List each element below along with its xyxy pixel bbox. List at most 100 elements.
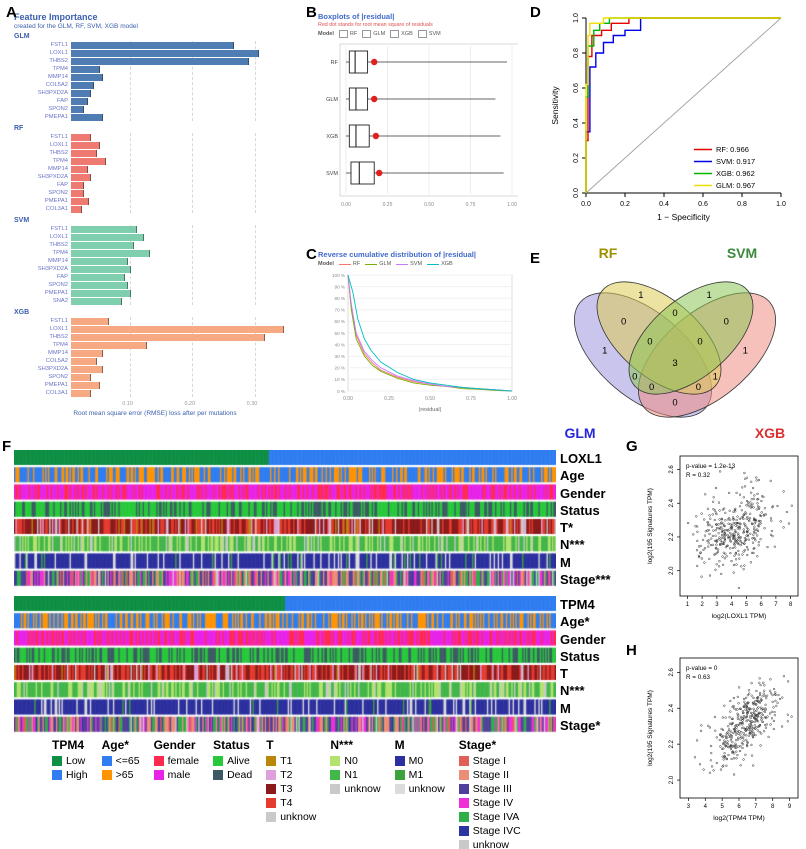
color-swatch — [266, 812, 277, 822]
svg-text:2.4: 2.4 — [669, 498, 675, 507]
legend-item: T3 — [266, 783, 316, 795]
x-tick-label: 0.30 — [246, 401, 258, 407]
line-swatch — [338, 263, 351, 265]
importance-bar — [71, 281, 128, 289]
panel-venn: 1 1 0 1 0 0 0 1 1 0 0 0 0 0 3 RF SVM GLM XGB — [546, 242, 804, 449]
svg-text:0.6: 0.6 — [698, 201, 708, 208]
feature-row: SH3PXD2A — [14, 365, 296, 373]
venn-region-count: 1 — [602, 345, 607, 356]
gene-label: SH3PXD2A — [37, 174, 68, 180]
legend-group-header: Stage* — [458, 738, 497, 752]
color-swatch — [266, 784, 277, 794]
facet-label: RF — [14, 125, 24, 132]
svg-text:50 %: 50 % — [335, 331, 345, 336]
gene-label: SNA2 — [52, 298, 68, 304]
svg-text:5: 5 — [745, 602, 749, 608]
feature-row: THBS2 — [14, 333, 296, 341]
gene-label: LOXL1 — [49, 234, 68, 240]
color-swatch — [330, 784, 341, 794]
heatmap-row-label: T — [560, 666, 568, 681]
x-tick-label: 0.10 — [122, 401, 133, 407]
importance-bar — [71, 173, 91, 181]
gene-label: TPM4 — [52, 66, 68, 72]
feature-row: PMEPA1 — [14, 381, 296, 389]
heatmap-row-label: Stage*** — [560, 571, 611, 587]
feature-row: FSTL1 — [14, 225, 296, 233]
gene-label: THBS2 — [49, 242, 68, 248]
importance-bar — [71, 249, 150, 257]
gene-label: LOXL1 — [49, 50, 68, 56]
boxplot-icon — [417, 30, 427, 38]
legend-group-header: T — [266, 738, 274, 752]
gridline — [192, 133, 194, 213]
legend-item: M0 — [394, 755, 445, 767]
color-swatch — [458, 812, 469, 822]
gridline — [254, 133, 256, 213]
x-tick-label: 0.20 — [184, 401, 196, 407]
venn-region-count: 1 — [743, 345, 748, 356]
svg-text:0.0: 0.0 — [581, 201, 591, 208]
gene-label: SPON2 — [48, 282, 68, 288]
svg-text:XGB: 0.962: XGB: 0.962 — [716, 169, 755, 178]
panel-label-g: G — [626, 438, 638, 455]
gene-label: TPM4 — [52, 250, 68, 256]
gene-label: PMEPA1 — [44, 290, 68, 296]
gene-label: FSTL1 — [50, 318, 68, 324]
venn-region-count: 0 — [696, 382, 701, 393]
legend-group-header: Status — [213, 738, 250, 752]
venn-region-count: 0 — [621, 316, 626, 327]
importance-bar — [71, 197, 90, 205]
importance-bar — [71, 273, 125, 281]
legend-item: Stage I — [458, 755, 521, 767]
svg-text:60 %: 60 % — [335, 319, 345, 324]
svg-text:log2(LOXL1 TPM): log2(LOXL1 TPM) — [712, 613, 767, 620]
feature-row: SNA2 — [14, 297, 296, 305]
panel-b-title: Boxplots of |residual| — [318, 12, 395, 21]
color-swatch — [394, 770, 405, 780]
svg-text:0.25: 0.25 — [384, 396, 394, 402]
legend-item: T4 — [266, 797, 316, 809]
venn-region-count: 0 — [632, 371, 637, 382]
color-swatch — [153, 756, 164, 766]
svg-text:2: 2 — [700, 602, 704, 608]
panel-label-c: C — [306, 246, 317, 263]
venn-region-count: 1 — [713, 371, 718, 382]
legend-group-m: M M0 M1 unknow — [394, 738, 445, 849]
svg-text:2.0: 2.0 — [669, 775, 675, 784]
legend-item: Stage IVC — [458, 825, 521, 837]
legend-item: unknow — [330, 783, 381, 795]
importance-bar — [71, 81, 94, 89]
venn-region-count: 0 — [672, 398, 677, 409]
color-swatch — [458, 798, 469, 808]
importance-bar — [71, 349, 104, 357]
gene-label: TPM4 — [52, 158, 68, 164]
legend-item: >65 — [101, 769, 140, 781]
heatmap-row-label: Age* — [560, 614, 590, 630]
gene-label: SPON2 — [48, 374, 68, 380]
legend-group-gender: Gender female male — [153, 738, 199, 849]
feature-row: SH3PXD2A — [14, 265, 296, 273]
venn-region-count: 0 — [697, 336, 702, 347]
gene-label: FAP — [57, 182, 68, 188]
gene-label: PMEPA1 — [44, 198, 68, 204]
legend-group-age: Age* <=65 >65 — [101, 738, 140, 849]
gene-label: FSTL1 — [50, 42, 68, 48]
importance-bar — [71, 89, 91, 97]
svg-text:20 %: 20 % — [335, 366, 345, 371]
color-swatch — [394, 756, 405, 766]
color-swatch — [266, 798, 277, 808]
svg-text:SVM: SVM — [727, 245, 757, 261]
feature-row: MMP14 — [14, 165, 296, 173]
importance-bar — [71, 341, 147, 349]
feature-row: COL3A1 — [14, 389, 296, 397]
importance-bar — [71, 333, 265, 341]
feature-row: SPON2 — [14, 105, 296, 113]
gene-label: MMP14 — [48, 74, 68, 80]
feature-row: THBS2 — [14, 149, 296, 157]
legend-item: XGB — [427, 261, 453, 267]
panel-scatter-tpm4: 3 4 5 6 7 8 9 2.0 2.2 2.4 2.6 p-value = 0 R = 0.63 lo… — [640, 648, 806, 849]
model-block-xgb: XGB FSTL1 LOXL1 THBS2 TPM4 MMP14 COL5A2 SH3PXD2… — [14, 309, 296, 397]
line-swatch — [396, 263, 409, 265]
importance-bar — [71, 233, 144, 241]
legend-group-header: Age* — [101, 738, 129, 752]
